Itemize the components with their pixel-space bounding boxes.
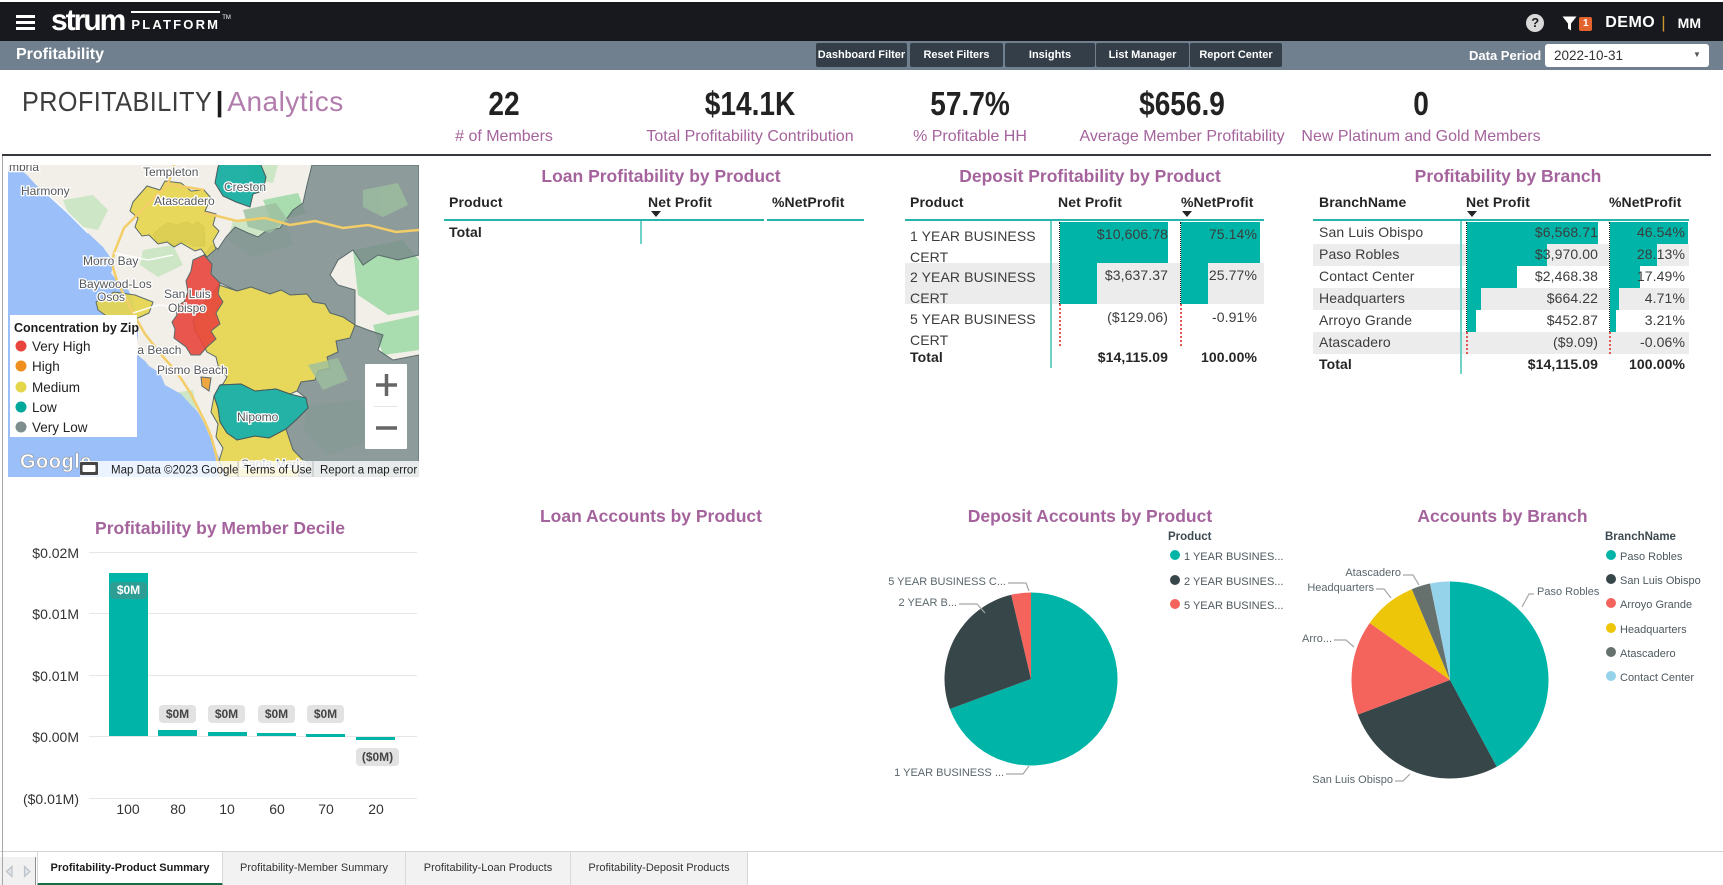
svg-text:Google: Google	[20, 451, 92, 473]
svg-text:Medium: Medium	[32, 380, 80, 395]
svg-text:Low: Low	[32, 400, 57, 415]
svg-text:mbria: mbria	[9, 165, 39, 174]
svg-text:Map Data ©2023 Google: Map Data ©2023 Google	[111, 465, 238, 477]
svg-text:Osos: Osos	[97, 290, 125, 304]
svg-text:Nipomo: Nipomo	[237, 410, 279, 424]
svg-text:Obispo: Obispo	[168, 301, 206, 315]
svg-text:Templeton: Templeton	[143, 165, 198, 179]
svg-text:Very Low: Very Low	[32, 420, 88, 435]
svg-text:High: High	[32, 359, 60, 374]
svg-text:Harmony: Harmony	[21, 184, 70, 198]
svg-text:Report a map error: Report a map error	[320, 465, 417, 477]
svg-text:Terms of Use: Terms of Use	[244, 465, 312, 477]
svg-text:Pismo Beach: Pismo Beach	[157, 363, 228, 377]
svg-text:Atascadero: Atascadero	[154, 194, 215, 208]
svg-text:San Luis: San Luis	[164, 287, 211, 301]
svg-text:Very High: Very High	[32, 339, 91, 354]
svg-text:Baywood-Los: Baywood-Los	[79, 277, 152, 291]
svg-text:vila Beach: vila Beach	[126, 343, 181, 357]
svg-text:Creston: Creston	[224, 180, 266, 194]
svg-text:Concentration by Zip: Concentration by Zip	[14, 321, 139, 335]
svg-text:Morro Bay: Morro Bay	[83, 254, 138, 268]
